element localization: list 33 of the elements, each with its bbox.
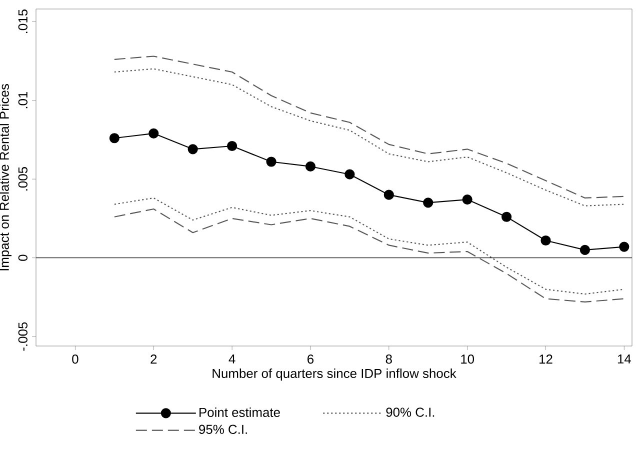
point: [227, 140, 238, 152]
x-tick-label: 14: [618, 354, 631, 364]
point: [619, 242, 630, 252]
point: [540, 235, 551, 246]
x-axis-title: Number of quarters since IDP inflow shock: [212, 368, 456, 381]
legend-label: 90% C.I.: [386, 408, 434, 417]
point: [384, 190, 394, 200]
point: [423, 198, 434, 208]
legend-label: Point estimate: [200, 407, 280, 417]
x-tick-label: 0: [72, 354, 78, 364]
point: [266, 156, 276, 167]
x-tick-label: 8: [386, 354, 392, 364]
point: [501, 212, 512, 222]
point: [109, 133, 120, 144]
line-series: [114, 197, 625, 295]
point: [305, 161, 316, 172]
point: [188, 144, 198, 154]
point: [148, 128, 159, 138]
point: [462, 194, 472, 205]
y-tick-label: .005: [18, 167, 28, 190]
point: [344, 169, 355, 180]
x-tick-label: 6: [308, 354, 314, 364]
x-tick-label: 4: [228, 354, 236, 364]
y-tick-label: 0: [18, 254, 28, 261]
y-tick-label: .01: [18, 92, 28, 108]
legend-label: 95% C.I.: [199, 424, 247, 434]
x-tick-label: 12: [540, 354, 552, 364]
point: [580, 244, 590, 255]
y-tick-label: -.005: [18, 322, 28, 351]
line-series: [114, 208, 625, 302]
x-tick-label: 10: [461, 354, 474, 364]
y-tick-label: .015: [18, 10, 28, 34]
x-tick-label: 2: [150, 354, 157, 364]
